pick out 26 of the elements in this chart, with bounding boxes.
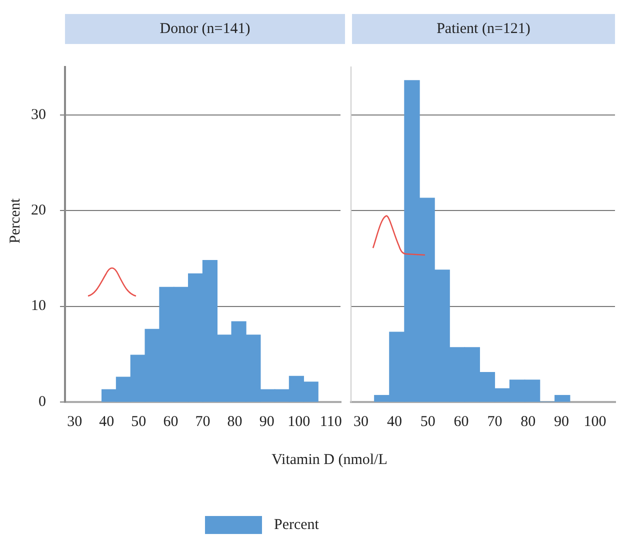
y-tick-label: 10 [31, 298, 46, 314]
x-tick-label: 70 [195, 414, 210, 430]
y-tick-label: 0 [38, 394, 46, 410]
x-tick-label: 40 [386, 414, 402, 430]
x-tick-label: 60 [163, 414, 178, 430]
y-axis-title: Percent [8, 198, 24, 244]
x-tick-label: 50 [131, 414, 146, 430]
x-tick-label: 100 [584, 414, 606, 430]
x-tick-label: 90 [554, 414, 570, 430]
x-tick-label: 80 [227, 414, 242, 430]
legend-label: Percent [274, 516, 319, 534]
x-tick-label: 110 [320, 414, 342, 430]
x-tick-label: 70 [487, 414, 502, 430]
y-tick-label: 20 [31, 202, 46, 219]
x-tick-label: 60 [454, 414, 469, 430]
chart-title: Donor (n=141) [65, 14, 345, 44]
x-tick-label: 100 [288, 414, 310, 430]
y-tick-label: 30 [31, 106, 46, 123]
x-tick-label: 50 [420, 414, 436, 430]
x-tick-label: 90 [259, 414, 274, 430]
x-tick-label: 80 [520, 414, 536, 430]
x-axis-title: Vitamin D (nmol/L [270, 452, 388, 469]
x-tick-label: 40 [99, 414, 114, 430]
x-tick-label: 30 [67, 414, 82, 430]
chart-title: Patient (n=121) [352, 14, 615, 44]
x-tick-label: 30 [354, 414, 369, 430]
